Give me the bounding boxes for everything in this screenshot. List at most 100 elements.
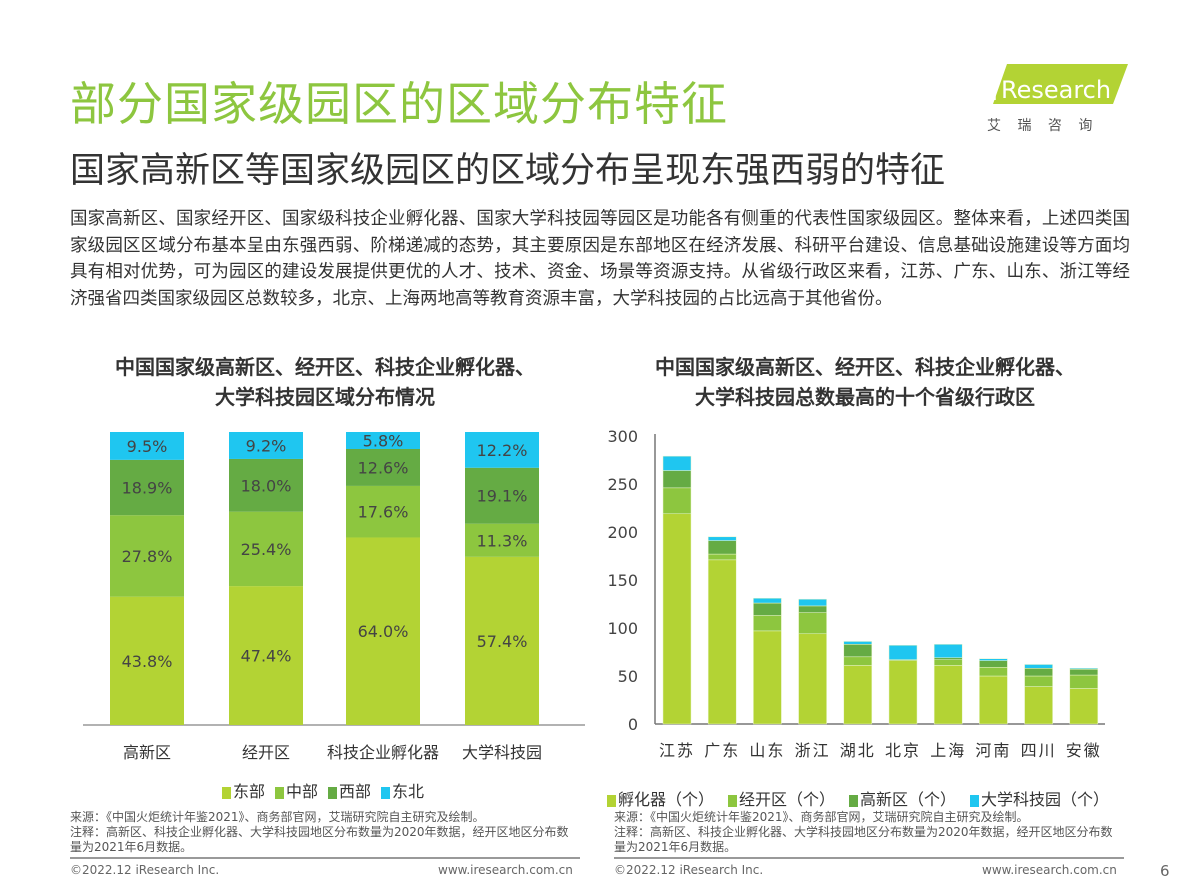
legend-label: 中部 bbox=[286, 782, 319, 801]
data-label: 17.6% bbox=[358, 503, 409, 522]
bar-segment bbox=[798, 605, 827, 613]
annotation-note: 注释：高新区、科技企业孵化器、大学科技园地区分布数量为2020年数据，经开区地区… bbox=[614, 825, 1113, 854]
bar-segment bbox=[110, 432, 184, 460]
copyright: ©2022.12 iResearch Inc. bbox=[614, 863, 764, 877]
legend-swatch bbox=[328, 786, 338, 799]
x-tick-label: 浙江 bbox=[795, 741, 831, 760]
right-chart-legend: 孵化器（个） 经开区（个） 高新区（个） 大学科技园（个） bbox=[607, 786, 1109, 810]
source-note: 来源：《中国火炬统计年鉴2021》、商务部官网，艾瑞研究院自主研究及绘制。 bbox=[70, 810, 485, 824]
bar-segment bbox=[707, 540, 737, 555]
y-tick-label: 0 bbox=[628, 715, 638, 734]
svg-text:i: i bbox=[989, 77, 998, 107]
bar-segment bbox=[798, 633, 827, 725]
data-label: 47.4% bbox=[241, 647, 292, 666]
y-tick-label: 200 bbox=[607, 523, 638, 542]
bar-segment bbox=[1024, 686, 1053, 725]
bar-segment bbox=[662, 470, 692, 489]
legend-swatch bbox=[728, 794, 738, 807]
bar-segment bbox=[1069, 669, 1099, 676]
bar-segment bbox=[888, 660, 918, 725]
y-tick-label: 150 bbox=[607, 571, 638, 590]
page-number: 6 bbox=[1160, 862, 1170, 880]
bar-segment bbox=[843, 665, 873, 725]
bar-segment bbox=[933, 644, 963, 659]
bar-segment bbox=[662, 487, 692, 515]
data-label: 25.4% bbox=[241, 540, 292, 559]
bar-segment bbox=[465, 556, 539, 725]
bar-segment bbox=[843, 641, 873, 645]
right-notes: 来源：《中国火炬统计年鉴2021》、商务部官网，艾瑞研究院自主研究及绘制。 注释… bbox=[614, 810, 1124, 855]
data-label: 18.9% bbox=[122, 479, 173, 498]
bar-segment bbox=[229, 458, 303, 512]
legend-label: 东部 bbox=[233, 782, 266, 801]
x-tick-label: 四川 bbox=[1021, 741, 1057, 760]
svg-text:艾 瑞 咨 询: 艾 瑞 咨 询 bbox=[987, 118, 1098, 134]
bar-segment bbox=[465, 432, 539, 468]
y-tick-label: 50 bbox=[618, 667, 638, 686]
data-label: 12.2% bbox=[477, 441, 528, 460]
bar-segment bbox=[933, 659, 963, 666]
x-tick-label: 北京 bbox=[885, 741, 921, 760]
bar-segment bbox=[1024, 664, 1053, 669]
divider bbox=[614, 857, 1124, 859]
bar-segment bbox=[753, 630, 782, 725]
left-notes: 来源：《中国火炬统计年鉴2021》、商务部官网，艾瑞研究院自主研究及绘制。 注释… bbox=[70, 810, 580, 855]
website-link[interactable]: www.iresearch.com.cn bbox=[438, 863, 573, 877]
bar-segment bbox=[753, 597, 782, 604]
bar-segment bbox=[888, 645, 918, 660]
data-label: 27.8% bbox=[122, 547, 173, 566]
left-chart: 43.8% 27.8% 18.9% 9.5% 高新区 47.4% 25.4% 18.0% 9.2… bbox=[83, 431, 585, 762]
website-link[interactable]: www.iresearch.com.cn bbox=[982, 863, 1117, 877]
bar-segment bbox=[346, 485, 420, 538]
bar-segment bbox=[979, 658, 1008, 661]
bar-segment bbox=[933, 665, 963, 725]
x-tick-label: 大学科技园 bbox=[462, 743, 542, 762]
x-tick-label: 经开区 bbox=[242, 743, 290, 762]
bar-segment bbox=[753, 602, 782, 616]
data-label: 57.4% bbox=[477, 632, 528, 651]
right-chart-title-line: 中国国家级高新区、经开区、科技企业孵化器、 bbox=[655, 355, 1075, 379]
x-tick-label: 上海 bbox=[930, 741, 966, 760]
bar-segment bbox=[707, 553, 737, 561]
data-label: 43.8% bbox=[122, 652, 173, 671]
x-tick-label: 湖北 bbox=[840, 741, 876, 760]
legend-item: 东北 bbox=[381, 778, 424, 802]
data-label: 9.2% bbox=[246, 436, 287, 455]
annotation-note: 注释：高新区、科技企业孵化器、大学科技园地区分布数量为2020年数据，经开区地区… bbox=[70, 825, 569, 854]
legend-item: 高新区（个） bbox=[849, 786, 956, 810]
bar-segment bbox=[707, 559, 737, 725]
x-tick-label: 广东 bbox=[704, 741, 740, 760]
legend-swatch bbox=[849, 794, 859, 807]
legend-swatch bbox=[275, 786, 285, 799]
iresearch-logo: i Research 艾 瑞 咨 询 bbox=[985, 62, 1130, 138]
bar-segment bbox=[346, 448, 420, 486]
legend-swatch bbox=[222, 786, 231, 799]
body-paragraph: 国家高新区、国家经开区、国家级科技企业孵化器、国家大学科技园等园区是功能各有侧重… bbox=[70, 209, 1130, 309]
page-title: 部分国家级园区的区域分布特征 bbox=[70, 77, 728, 131]
bar-segment bbox=[662, 513, 692, 725]
bar-segment bbox=[110, 515, 184, 597]
data-label: 19.1% bbox=[477, 487, 528, 506]
copyright: ©2022.12 iResearch Inc. bbox=[70, 863, 220, 877]
left-chart-title: 中国国家级高新区、经开区、科技企业孵化器、 大学科技园区域分布情况 bbox=[70, 352, 580, 412]
bar-segment bbox=[229, 432, 303, 459]
bar-segment bbox=[110, 596, 184, 725]
bar-segment bbox=[933, 657, 963, 660]
bar-segment bbox=[979, 660, 1008, 668]
right-chart-title: 中国国家级高新区、经开区、科技企业孵化器、 大学科技园总数最高的十个省级行政区 bbox=[610, 352, 1120, 412]
x-tick-label: 科技企业孵化器 bbox=[327, 743, 439, 762]
data-label: 18.0% bbox=[241, 476, 292, 495]
bar-segment bbox=[229, 511, 303, 587]
legend-item: 孵化器（个） bbox=[607, 786, 714, 810]
legend-swatch bbox=[970, 794, 980, 807]
y-tick-label: 250 bbox=[607, 475, 638, 494]
x-tick-label: 山东 bbox=[749, 741, 785, 760]
legend-swatch bbox=[381, 786, 391, 799]
left-chart-title-line: 中国国家级高新区、经开区、科技企业孵化器、 bbox=[115, 355, 535, 379]
x-tick-label: 河南 bbox=[975, 741, 1011, 760]
divider bbox=[70, 857, 580, 859]
data-label: 64.0% bbox=[358, 622, 409, 641]
bar-segment bbox=[110, 459, 184, 516]
bar-segment bbox=[465, 523, 539, 557]
